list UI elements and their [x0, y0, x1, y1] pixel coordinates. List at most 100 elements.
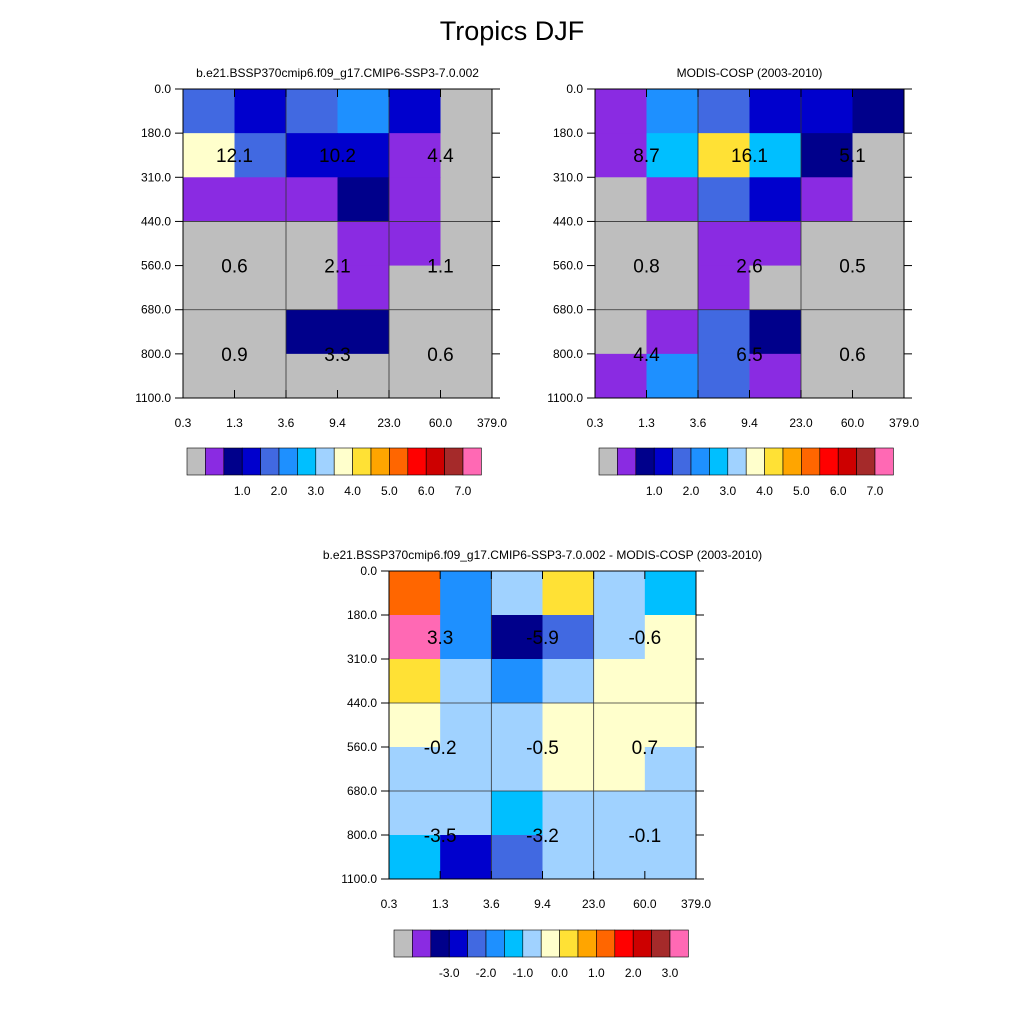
heatmap-cell	[183, 265, 235, 311]
colorbar-box	[559, 929, 579, 958]
heatmap-cell	[646, 177, 699, 222]
heatmap-cell	[595, 309, 647, 355]
heatmap-cell	[234, 89, 287, 134]
y-tick-label: 800.0	[347, 828, 377, 842]
colorbar-label: 3.0	[719, 484, 736, 498]
heatmap-cell	[698, 353, 750, 399]
heatmap-cell	[852, 265, 905, 311]
colorbar-box	[577, 929, 597, 958]
x-tick-label: 9.4	[741, 416, 758, 430]
data-label: 3.3	[324, 345, 350, 366]
heatmap-cell	[646, 265, 699, 311]
heatmap-cell	[593, 791, 646, 836]
data-label: 1.1	[427, 257, 453, 278]
heatmap-cell	[698, 309, 750, 355]
heatmap-cell	[801, 221, 853, 267]
heatmap-cell	[234, 177, 287, 222]
heatmap-cell	[852, 309, 905, 355]
data-label: 0.7	[632, 738, 658, 759]
data-label: 0.9	[221, 345, 247, 366]
heatmap-cell	[749, 133, 802, 178]
heatmap-cell	[183, 353, 235, 399]
x-tick-label: 60.0	[429, 416, 453, 430]
heatmap-cell	[337, 221, 390, 267]
heatmap-cell	[542, 571, 595, 616]
heatmap-cell	[593, 747, 646, 792]
x-tick-label: 23.0	[377, 416, 401, 430]
heatmap-cell	[491, 703, 543, 748]
heatmap-cell	[440, 747, 492, 792]
x-tick-label: 1.3	[226, 416, 243, 430]
y-tick-label: 310.0	[141, 170, 171, 184]
y-tick-label: 180.0	[553, 126, 583, 140]
colorbar-label: 4.0	[344, 484, 361, 498]
heatmap-cell	[389, 133, 441, 178]
colorbar-label: 7.0	[455, 484, 472, 498]
x-tick-label: 3.6	[278, 416, 295, 430]
heatmap-cell	[749, 177, 802, 222]
heatmap-cell	[286, 177, 338, 222]
colorbar-label: 6.0	[418, 484, 435, 498]
x-tick-label: 23.0	[789, 416, 813, 430]
heatmap-cell	[801, 133, 853, 178]
heatmap-cell	[389, 89, 441, 134]
heatmap-cell	[286, 265, 338, 311]
heatmap-cell	[749, 89, 802, 134]
heatmap-cell	[593, 659, 646, 704]
heatmap-cell	[593, 571, 646, 616]
heatmap-cell	[698, 265, 750, 311]
heatmap-cell	[542, 659, 595, 704]
panel-title: MODIS-COSP (2003-2010)	[677, 66, 823, 80]
heatmap-cell	[852, 353, 905, 399]
heatmap-cell	[440, 571, 492, 616]
heatmap-cell	[440, 703, 492, 748]
y-tick-label: 800.0	[553, 347, 583, 361]
heatmap-cell	[593, 703, 646, 748]
heatmap-cell	[440, 353, 493, 399]
heatmap-cell	[595, 89, 647, 134]
heatmap-cell	[801, 265, 853, 311]
heatmap-cell	[644, 615, 697, 660]
heatmap-cell	[491, 835, 543, 880]
heatmap-cell	[852, 177, 905, 222]
heatmap-cell	[286, 133, 338, 178]
data-label: 0.6	[839, 345, 865, 366]
y-tick-label: 1100.0	[547, 391, 583, 405]
heatmap-cell	[183, 177, 235, 222]
heatmap-cell	[440, 615, 492, 660]
data-label: 8.7	[633, 146, 659, 167]
heatmap-cell	[646, 309, 699, 355]
colorbar-label: -2.0	[476, 966, 497, 980]
colorbar-label: 2.0	[683, 484, 700, 498]
y-tick-label: 560.0	[553, 259, 583, 273]
data-label: 5.1	[839, 146, 865, 167]
heatmap-cell	[286, 221, 338, 267]
y-tick-label: 0.0	[154, 82, 171, 96]
x-tick-label: 379.0	[889, 416, 919, 430]
heatmap-cell	[852, 89, 905, 134]
heatmap-cell	[801, 89, 853, 134]
heatmap-cell	[234, 353, 287, 399]
colorbar-box	[412, 929, 432, 958]
data-label: 2.1	[324, 257, 350, 278]
colorbar-label: 3.0	[662, 966, 679, 980]
heatmap-cell	[646, 133, 699, 178]
heatmap-cell	[440, 835, 492, 880]
data-label: -0.1	[628, 826, 661, 847]
heatmap-cell	[749, 353, 802, 399]
colorbar-box	[393, 929, 413, 958]
y-tick-label: 800.0	[141, 347, 171, 361]
heatmap-cell	[542, 835, 595, 880]
heatmap-cell	[542, 703, 595, 748]
heatmap-cell	[234, 265, 287, 311]
y-tick-label: 680.0	[141, 303, 171, 317]
x-tick-label: 1.3	[638, 416, 655, 430]
colorbar-label: 4.0	[756, 484, 773, 498]
heatmap-cell	[646, 221, 699, 267]
figure-title: Tropics DJF	[439, 16, 585, 46]
heatmap-cell	[440, 659, 492, 704]
heatmap-cell	[698, 133, 750, 178]
heatmap-cell	[183, 133, 235, 178]
heatmap-cell	[542, 615, 595, 660]
